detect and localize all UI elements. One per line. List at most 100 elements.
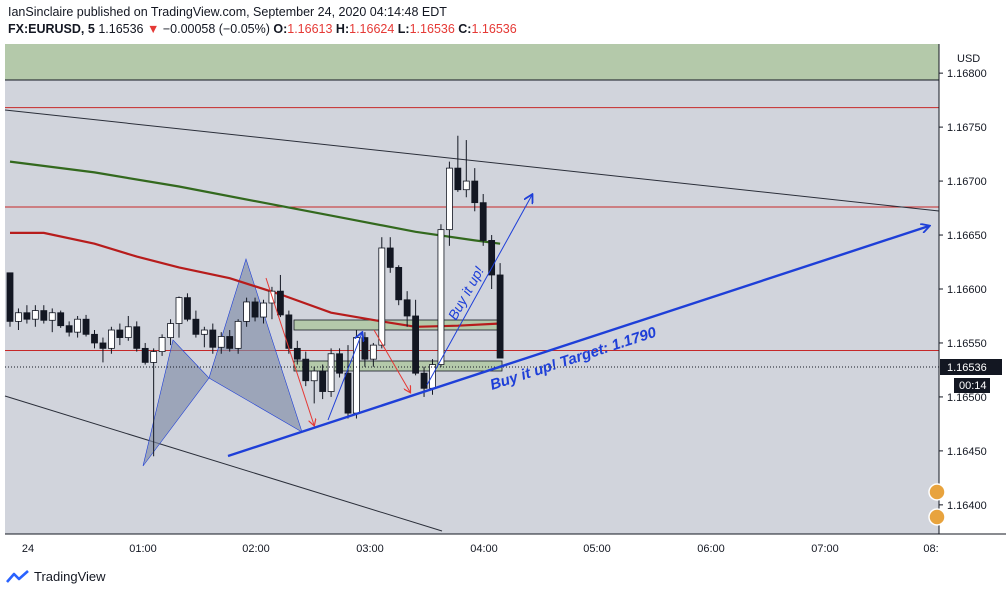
candle	[175, 296, 183, 338]
moving-average-2	[10, 231, 501, 328]
candle	[403, 291, 411, 327]
time-tick-label: 06:00	[697, 543, 725, 555]
candle	[91, 330, 98, 349]
moving-average-1	[9, 160, 501, 245]
candle-body	[124, 326, 132, 338]
candle-body	[200, 329, 208, 335]
candle-body	[369, 344, 377, 360]
candle-body	[40, 310, 48, 321]
candle-body	[479, 202, 487, 241]
candle	[99, 337, 107, 363]
candle-body	[293, 347, 301, 360]
last-price: 1.16536	[98, 22, 144, 36]
candle	[386, 237, 394, 273]
blue-arrow-small	[327, 333, 362, 421]
candle	[133, 321, 141, 352]
candle-body	[344, 372, 352, 414]
time-tick-label: 01:00	[129, 543, 157, 555]
candle-body	[471, 180, 479, 204]
low-value: 1.16536	[409, 22, 455, 36]
price-tick-label: 1.16800	[947, 68, 987, 80]
candle	[454, 135, 462, 192]
candle-body	[243, 301, 251, 322]
candle-body	[310, 370, 318, 382]
candle	[234, 319, 242, 354]
blue-arrow-buy	[426, 195, 532, 386]
candle	[124, 315, 132, 341]
candle-body	[184, 297, 191, 320]
candle	[353, 330, 360, 419]
published-line: IanSinclaire published on TradingView.co…	[8, 5, 447, 19]
red-arrow-2	[373, 329, 410, 392]
candle-body	[437, 229, 445, 365]
time-axis[interactable]	[5, 534, 939, 562]
price-change: −0.00058 (−0.05%)	[162, 22, 270, 36]
high-label: H:	[335, 22, 350, 36]
candle	[445, 161, 453, 246]
candle-body	[395, 267, 403, 301]
harmonic-pattern-right	[208, 258, 303, 433]
price-axis[interactable]	[939, 44, 1006, 534]
open-value: 1.16613	[287, 22, 333, 36]
candle-body	[302, 358, 310, 382]
candle	[23, 305, 31, 324]
price-tick-label: 1.16700	[947, 176, 987, 188]
candle	[260, 299, 267, 324]
time-ticks: 24 01:00 02:00 03:00 04:00 05:00 06:00 07:00 08:	[22, 543, 939, 555]
price-tick-label: 1.16750	[947, 122, 987, 134]
harmonic-pattern-left	[142, 339, 210, 467]
candle	[48, 308, 56, 333]
candle	[336, 348, 343, 378]
candle-body	[175, 297, 183, 324]
candle-body	[454, 167, 462, 191]
candle	[209, 323, 217, 354]
countdown-badge-text: 00:14	[959, 380, 987, 392]
candle	[184, 293, 191, 322]
candle-body	[445, 167, 453, 231]
candle	[319, 364, 327, 400]
candle	[141, 342, 149, 365]
candle	[167, 319, 174, 346]
candle-body	[82, 318, 90, 335]
candle-body	[361, 337, 369, 360]
candle-body	[403, 299, 411, 317]
candle	[302, 351, 310, 387]
candle-body	[150, 351, 158, 363]
last-price-badge	[940, 359, 1002, 375]
candle	[243, 297, 251, 327]
candle-body	[99, 342, 107, 349]
candle-body	[91, 333, 98, 344]
candle-body	[15, 312, 22, 322]
candle	[217, 332, 225, 354]
time-tick-label: 02:00	[242, 543, 270, 555]
candle	[15, 308, 22, 331]
countdown-badge	[954, 378, 990, 393]
candle-body	[488, 240, 496, 276]
candle	[116, 323, 124, 346]
candle-body	[217, 336, 225, 348]
demand-box-lower	[293, 360, 503, 372]
time-tick-label: 05:00	[583, 543, 611, 555]
candle-body	[48, 312, 56, 321]
candle	[496, 263, 504, 359]
event-icon-1[interactable]	[928, 483, 946, 501]
close-value: 1.16536	[471, 22, 517, 36]
open-label: O:	[273, 22, 288, 36]
time-tick-label: 24	[22, 543, 34, 555]
target-arrow	[227, 226, 929, 458]
price-tick-label: 1.16500	[947, 392, 987, 404]
price-tick-label: 1.16400	[947, 500, 987, 512]
down-arrow-icon: ▼	[146, 22, 160, 36]
candle-body	[327, 353, 335, 392]
candle-body	[108, 329, 115, 349]
candle-body	[133, 326, 141, 349]
candle	[150, 348, 158, 457]
event-icon-2[interactable]	[928, 508, 946, 526]
candle-body	[234, 320, 242, 349]
time-tick-label: 08:	[923, 543, 938, 555]
candle	[200, 326, 208, 348]
tradingview-brand-name: TradingView	[34, 569, 106, 584]
candle	[158, 334, 166, 356]
candle	[437, 224, 445, 367]
